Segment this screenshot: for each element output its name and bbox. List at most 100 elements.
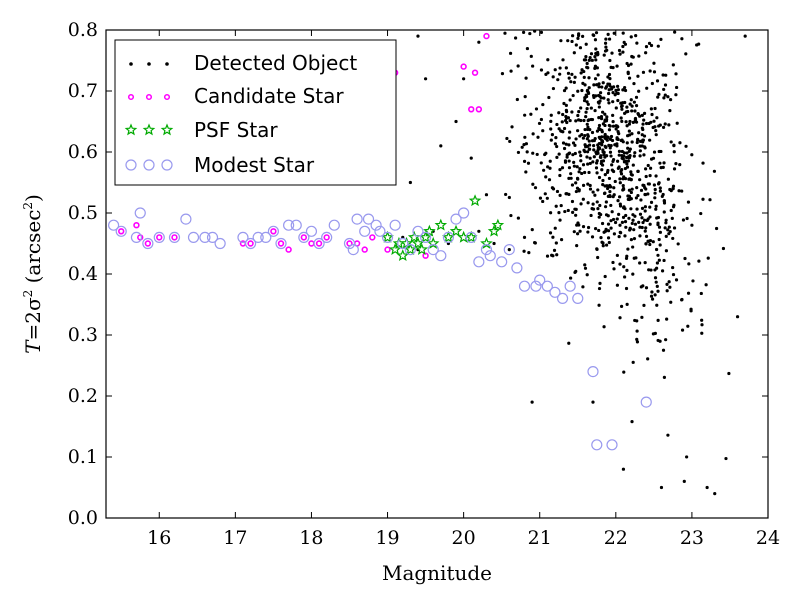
detected-object-point [642,183,646,188]
detected-object-point [477,40,481,44]
detected-object-point [602,53,606,57]
detected-object-point [658,230,662,234]
detected-object-point [638,234,642,238]
y-tick-label: 0.4 [68,263,98,285]
detected-object-point [545,196,549,200]
detected-object-point [580,171,584,176]
detected-object-point [439,144,443,148]
detected-object-point [671,184,676,188]
detected-object-point [701,161,705,165]
modest-star-point [168,231,181,243]
detected-object-point [559,39,563,43]
detected-object-point [642,153,646,157]
detected-object-point [602,325,606,329]
detected-object-point [626,63,631,68]
detected-object-point [575,186,580,190]
detected-object-point [579,202,583,206]
detected-object-point [588,183,592,188]
detected-object-point [610,210,614,214]
modest-star-point [321,231,333,243]
detected-object-point [589,52,594,56]
candidate-star-point [475,106,483,113]
detected-object-point [611,91,615,95]
detected-object-point [655,284,659,288]
psf-star-point [491,218,505,231]
detected-object-point [628,102,632,106]
detected-object-point [667,123,671,127]
detected-object-point [653,293,657,297]
detected-object-point [677,189,681,193]
detected-object-point [662,258,666,263]
detected-object-point [563,209,567,214]
detected-object-point [581,136,585,140]
detected-object-point [623,275,627,279]
detected-object-point [642,303,646,307]
detected-object-point [606,236,611,240]
detected-object-point [551,235,555,239]
detected-object-point [514,36,518,40]
detected-object-point [577,170,581,174]
detected-object-point [570,199,575,204]
detected-object-point [591,207,596,211]
detected-object-point [616,88,620,92]
detected-object-point [554,241,558,245]
y-tick-label: 0.0 [68,507,98,529]
detected-object-point [671,63,675,67]
detected-object-point [574,119,578,123]
detected-object-point [674,162,678,166]
legend-entry-detected: Detected Object [129,51,357,75]
detected-object-point [541,129,545,133]
detected-object-point [582,98,587,103]
detected-object-point [626,159,630,163]
detected-object-point [603,274,607,279]
detected-object-point [699,291,703,296]
detected-object-point [712,169,717,173]
detected-object-point [522,143,526,147]
detected-object-point [663,83,668,87]
modest-star-point [260,231,272,243]
detected-object-point [604,86,608,90]
detected-object-point [625,151,629,155]
candidate-star-point [308,240,315,247]
detected-object-point [568,130,572,134]
detected-object-point [700,318,704,322]
detected-object-point [561,141,566,145]
detected-object-point [708,198,712,202]
detected-object-point [633,109,637,113]
psf-star-point [464,230,478,243]
detected-object-point [664,221,668,225]
detected-object-point [579,71,583,75]
detected-object-point [663,122,667,126]
detected-object-point [578,46,583,50]
detected-object-point [600,168,604,172]
detected-object-point [684,52,688,56]
detected-object-point [562,88,567,93]
detected-object-point [630,109,634,113]
detected-object-point [633,151,637,155]
detected-object-point [621,467,626,471]
detected-object-point [583,266,588,270]
psf-star-point [388,242,402,255]
detected-object-point [684,144,688,148]
detected-object-point [566,71,571,75]
detected-object-point [625,105,629,109]
detected-object-point [672,150,676,154]
detected-object-point [666,177,670,181]
detected-object-point [664,218,668,222]
legend-label-detected: Detected Object [194,51,357,75]
detected-object-point [597,135,601,139]
detected-object-point [625,124,629,128]
detected-object-point [572,80,576,84]
detected-object-point [685,216,689,221]
detected-object-point [667,225,671,229]
detected-object-point [583,170,587,175]
detected-object-point [659,37,663,41]
modest-star-point [511,262,523,274]
detected-object-point [561,58,565,62]
detected-object-point [619,116,623,120]
detected-object-point [640,126,644,130]
detected-object-point [504,192,508,197]
detected-object-point [547,95,551,100]
detected-object-point [643,192,647,197]
legend-entry-candidate: Candidate Star [127,84,344,108]
